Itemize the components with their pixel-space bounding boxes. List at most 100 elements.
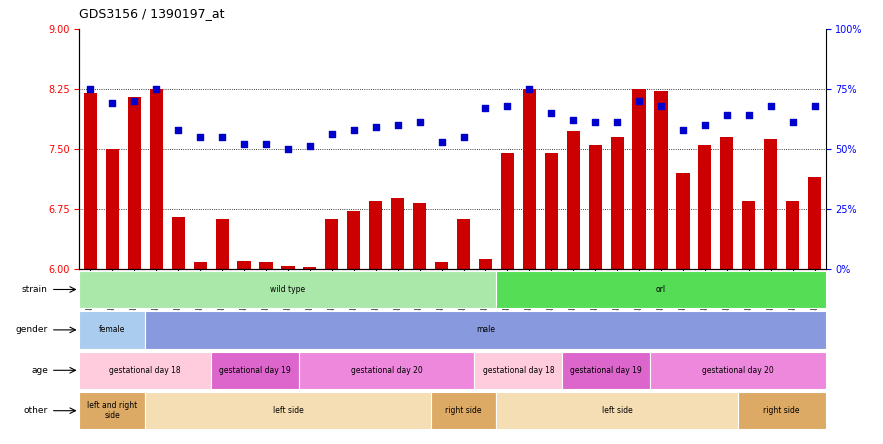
Bar: [193, 262, 207, 269]
Text: strain: strain: [22, 285, 48, 294]
Bar: [698, 145, 712, 269]
Point: [742, 111, 756, 119]
Bar: [215, 219, 229, 269]
Text: orl: orl: [656, 285, 666, 294]
Bar: [764, 139, 777, 269]
Bar: [299, 352, 474, 389]
Text: other: other: [24, 406, 48, 415]
Point: [675, 126, 690, 133]
Bar: [545, 153, 558, 269]
Point: [632, 97, 646, 104]
Bar: [146, 392, 431, 429]
Point: [479, 104, 493, 111]
Point: [501, 102, 515, 109]
Bar: [589, 145, 602, 269]
Bar: [479, 259, 492, 269]
Bar: [150, 89, 162, 269]
Bar: [211, 352, 299, 389]
Bar: [676, 173, 690, 269]
Point: [171, 126, 185, 133]
Bar: [654, 91, 668, 269]
Text: left side: left side: [601, 406, 632, 415]
Bar: [743, 201, 755, 269]
Point: [588, 119, 602, 126]
Text: age: age: [31, 366, 48, 375]
Point: [764, 102, 778, 109]
Text: gender: gender: [16, 325, 48, 334]
Bar: [260, 262, 273, 269]
Point: [654, 102, 668, 109]
Point: [259, 140, 273, 147]
Text: male: male: [476, 325, 495, 334]
Point: [193, 133, 208, 140]
Text: wild type: wild type: [270, 285, 306, 294]
Point: [215, 133, 230, 140]
Text: right side: right side: [764, 406, 800, 415]
Point: [808, 102, 822, 109]
Bar: [79, 392, 146, 429]
Text: gestational day 18: gestational day 18: [109, 366, 181, 375]
Bar: [721, 137, 734, 269]
Point: [390, 121, 404, 128]
Bar: [369, 201, 382, 269]
Point: [412, 119, 426, 126]
Bar: [562, 352, 650, 389]
Bar: [413, 203, 426, 269]
Point: [237, 140, 251, 147]
Text: gestational day 19: gestational day 19: [570, 366, 642, 375]
Bar: [282, 266, 295, 269]
Bar: [106, 149, 119, 269]
Point: [369, 123, 383, 131]
Bar: [808, 177, 821, 269]
Point: [610, 119, 624, 126]
Text: right side: right side: [445, 406, 482, 415]
Point: [522, 85, 536, 92]
Point: [434, 138, 449, 145]
Bar: [496, 271, 826, 308]
Bar: [128, 97, 141, 269]
Bar: [304, 267, 316, 269]
Text: female: female: [99, 325, 125, 334]
Bar: [650, 352, 826, 389]
Bar: [347, 211, 360, 269]
Text: left side: left side: [273, 406, 304, 415]
Bar: [171, 217, 185, 269]
Point: [544, 109, 558, 116]
Text: GDS3156 / 1390197_at: GDS3156 / 1390197_at: [79, 7, 225, 20]
Point: [566, 116, 580, 123]
Text: left and right
side: left and right side: [87, 401, 138, 420]
Point: [83, 85, 97, 92]
Point: [105, 99, 119, 107]
Bar: [738, 392, 826, 429]
Bar: [79, 352, 211, 389]
Bar: [496, 392, 738, 429]
Text: gestational day 20: gestational day 20: [351, 366, 423, 375]
Bar: [325, 219, 338, 269]
Bar: [238, 261, 251, 269]
Bar: [610, 137, 623, 269]
Point: [457, 133, 471, 140]
Bar: [457, 219, 470, 269]
Bar: [501, 153, 514, 269]
Bar: [567, 131, 580, 269]
Point: [720, 111, 734, 119]
Point: [325, 131, 339, 138]
Bar: [431, 392, 496, 429]
Bar: [79, 311, 146, 349]
Point: [303, 143, 317, 150]
Bar: [435, 262, 449, 269]
Bar: [474, 352, 562, 389]
Bar: [523, 89, 536, 269]
Text: gestational day 18: gestational day 18: [483, 366, 555, 375]
Text: gestational day 20: gestational day 20: [702, 366, 774, 375]
Bar: [632, 89, 645, 269]
Bar: [84, 93, 97, 269]
Text: gestational day 19: gestational day 19: [219, 366, 291, 375]
Point: [281, 145, 295, 152]
Bar: [786, 201, 799, 269]
Point: [786, 119, 800, 126]
Bar: [391, 198, 404, 269]
Point: [127, 97, 141, 104]
Bar: [79, 271, 496, 308]
Point: [149, 85, 163, 92]
